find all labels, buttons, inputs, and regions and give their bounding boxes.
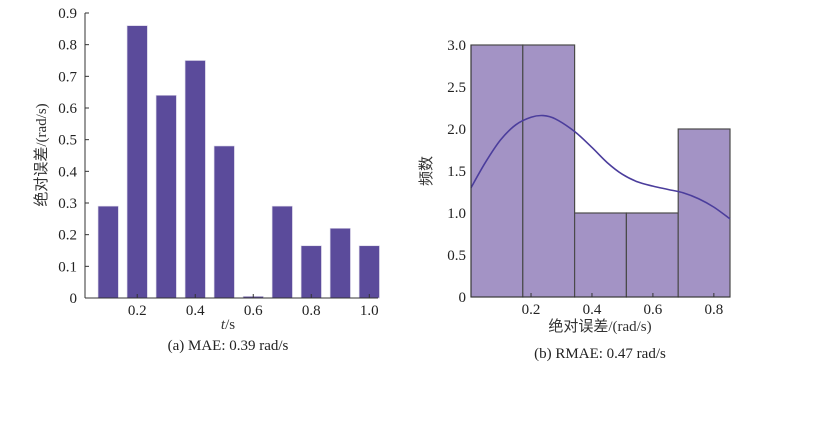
histogram-bar bbox=[573, 212, 627, 298]
y-tick-label: 0 bbox=[70, 291, 78, 307]
x-tick-label: 0.8 bbox=[302, 303, 321, 319]
histogram-bar bbox=[470, 44, 524, 298]
chart-a-axes: 0 0.1 0.2 0.3 0.4 0.5 0.6 0.7 0.8 0.9 0.2 0.4 0.6 0.8… bbox=[58, 6, 378, 319]
x-tick-label: 0.4 bbox=[186, 303, 205, 319]
chart-b-caption: (b) RMAE: 0.47 rad/s bbox=[534, 346, 666, 362]
y-tick-label: 1.0 bbox=[447, 206, 466, 222]
y-tick-label: 0.9 bbox=[58, 6, 77, 22]
chart-a-caption: (a) MAE: 0.39 rad/s bbox=[168, 338, 289, 354]
y-tick-label: 1.5 bbox=[447, 164, 466, 180]
chart-a-bars bbox=[97, 25, 380, 299]
chart-a-mae: 0 0.1 0.2 0.3 0.4 0.5 0.6 0.7 0.8 0.9 0.2 0.4 0.6 0.8… bbox=[33, 6, 380, 354]
histogram-bar bbox=[625, 212, 679, 298]
x-tick-label: 0.2 bbox=[128, 303, 147, 319]
histogram-bar bbox=[522, 44, 576, 298]
y-tick-label: 0.8 bbox=[58, 38, 77, 54]
x-tick-label: 0.8 bbox=[704, 302, 723, 318]
chart-b-axes: 0 0.5 1.0 1.5 2.0 2.5 3.0 0.2 0.4 0.6 0.8 bbox=[447, 38, 730, 318]
bar bbox=[300, 245, 322, 299]
x-tick-label: 0.6 bbox=[244, 303, 263, 319]
chart-b-ylabel: 频数 bbox=[418, 156, 435, 186]
y-tick-label: 0 bbox=[459, 290, 467, 306]
x-tick-label: 0.4 bbox=[583, 302, 602, 318]
bar bbox=[97, 205, 119, 299]
chart-b-rmae-histogram: 0 0.5 1.0 1.5 2.0 2.5 3.0 0.2 0.4 0.6 0.8 绝对误差/(ra… bbox=[418, 38, 731, 362]
chart-b-bars bbox=[470, 44, 731, 298]
bar bbox=[184, 60, 206, 299]
bar bbox=[329, 228, 351, 299]
x-tick-label: 0.6 bbox=[644, 302, 663, 318]
y-tick-label: 2.5 bbox=[447, 80, 466, 96]
y-tick-label: 0.4 bbox=[58, 164, 77, 180]
chart-b-kde-curve bbox=[470, 114, 731, 220]
y-tick-label: 0.5 bbox=[58, 133, 77, 149]
x-tick-label: 0.2 bbox=[522, 302, 541, 318]
y-tick-label: 0.6 bbox=[58, 101, 77, 117]
bar bbox=[126, 25, 148, 299]
bar bbox=[358, 245, 380, 299]
y-tick-label: 3.0 bbox=[447, 38, 466, 54]
y-tick-label: 0.1 bbox=[58, 259, 77, 275]
bar bbox=[155, 95, 177, 299]
bar bbox=[213, 145, 235, 299]
y-tick-label: 0.5 bbox=[447, 248, 466, 264]
chart-b-xlabel: 绝对误差/(rad/s) bbox=[548, 318, 651, 335]
y-tick-label: 0.3 bbox=[58, 196, 77, 212]
bar bbox=[271, 205, 293, 299]
chart-a-xlabel: t/s bbox=[221, 317, 235, 333]
y-tick-label: 0.7 bbox=[58, 69, 77, 85]
y-tick-label: 0.2 bbox=[58, 228, 77, 244]
chart-a-ylabel: 绝对误差/(rad/s) bbox=[33, 103, 50, 206]
y-tick-label: 2.0 bbox=[447, 122, 466, 138]
x-tick-label: 1.0 bbox=[360, 303, 379, 319]
